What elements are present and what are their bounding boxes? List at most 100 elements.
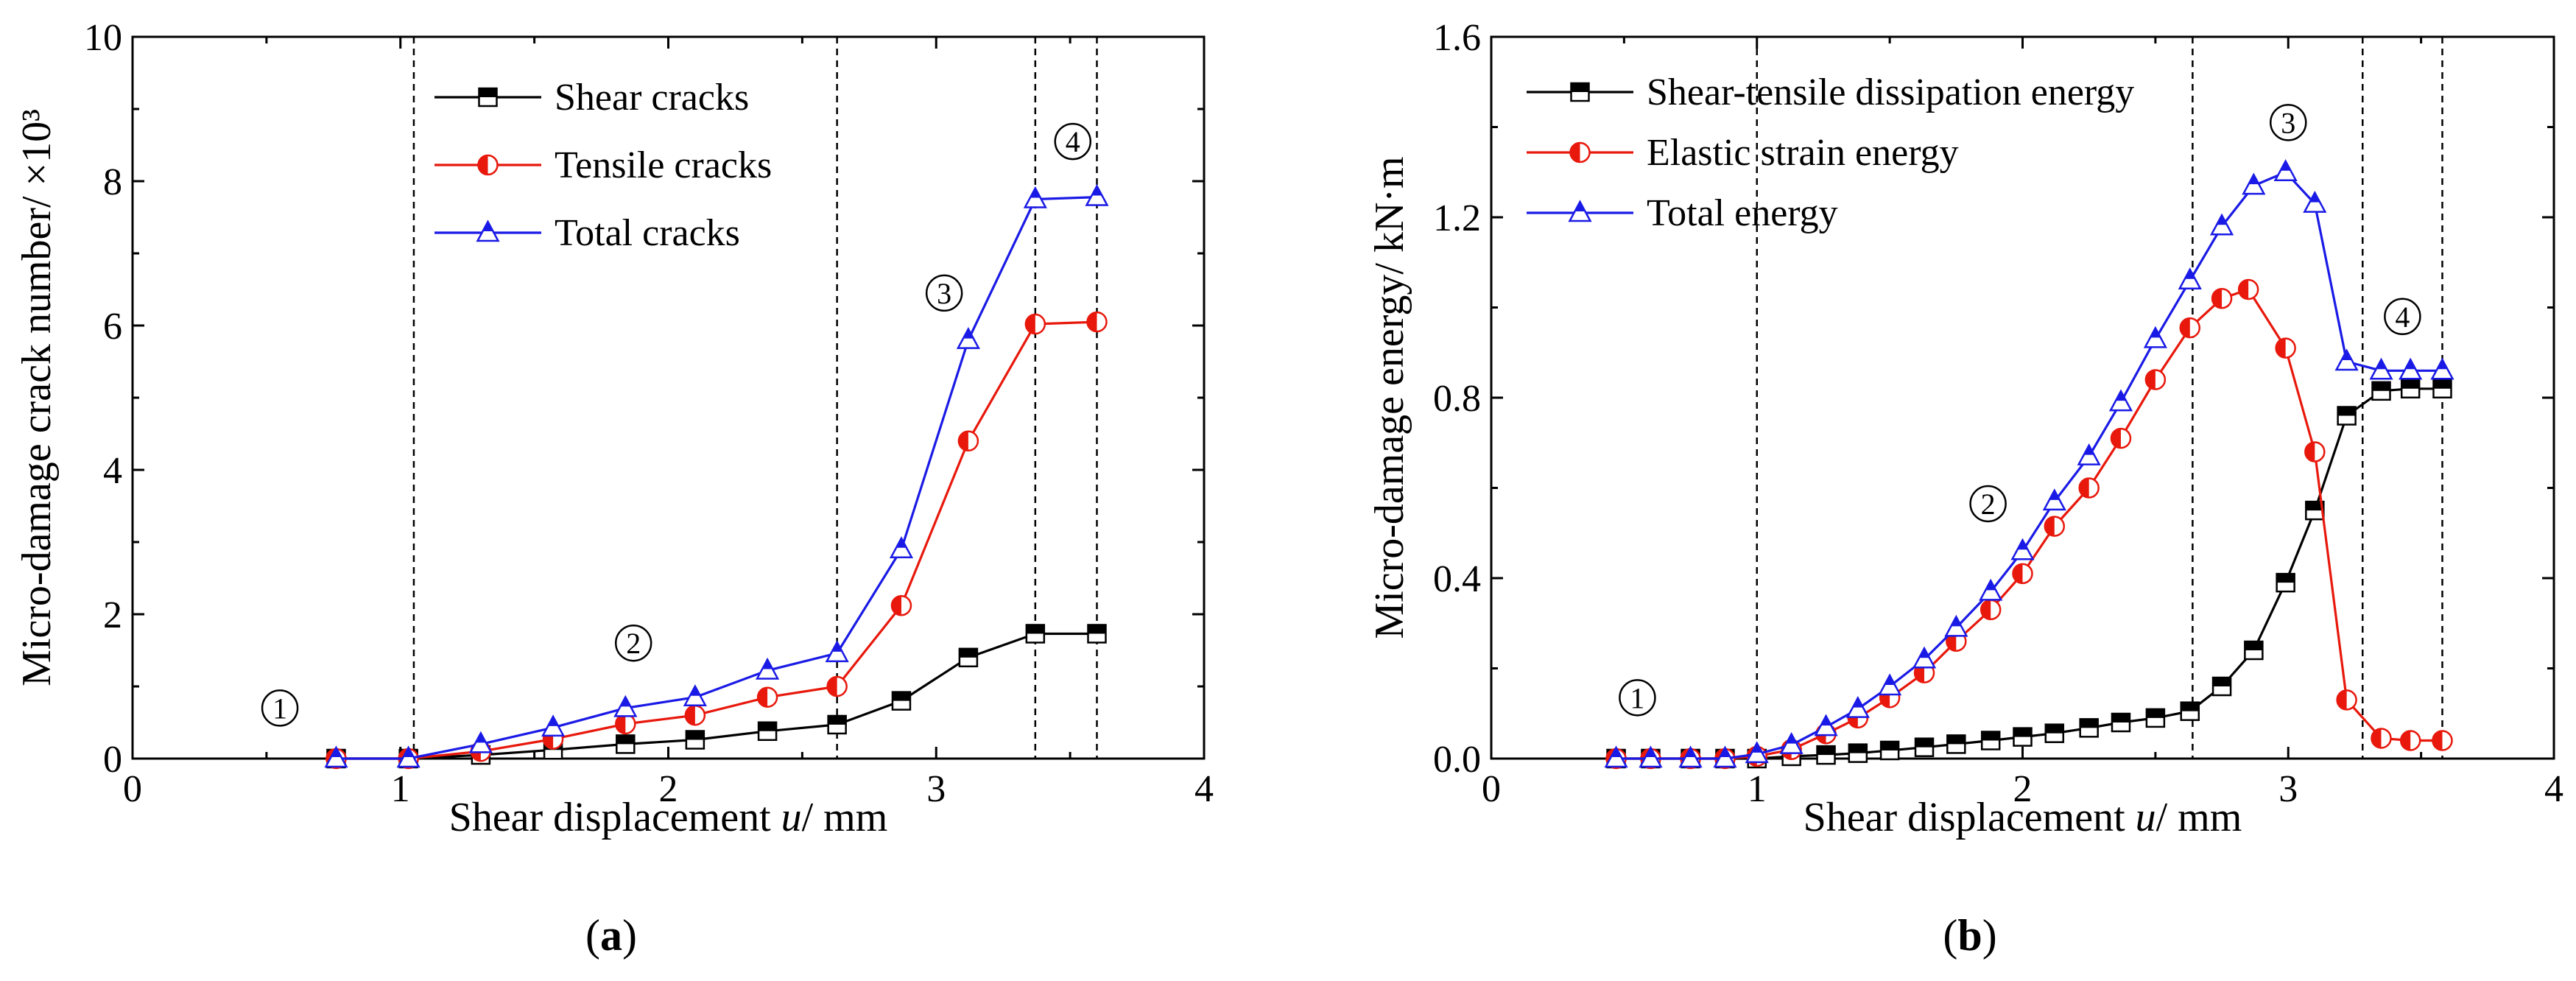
- panel-b-series-3-point: [1604, 745, 1628, 768]
- svg-text:3: 3: [937, 277, 951, 310]
- panel-b-x-tick-label: 0: [1482, 768, 1501, 810]
- panel-b-series-3-point: [2242, 172, 2266, 195]
- panel-b-series-1-point: [2044, 723, 2065, 743]
- panel-b-series-1-point: [2337, 406, 2357, 426]
- panel-a-y-axis-title: Micro-damage crack number/ ×10³: [14, 109, 60, 686]
- panel-a-series-2-point: [957, 430, 979, 452]
- svg-text:1: 1: [1630, 681, 1644, 714]
- svg-text:4: 4: [1066, 125, 1080, 158]
- panel-b-y-tick-label: 0.8: [1433, 378, 1481, 420]
- panel-a-legend-item: Shear cracks: [434, 77, 749, 119]
- panel-a-x-axis-title: Shear displacement u/ mm: [449, 795, 888, 840]
- panel-b-series-2-point: [2110, 427, 2132, 449]
- panel-b-series-1-point: [1816, 745, 1836, 765]
- panel-a-series-3-point: [956, 326, 980, 349]
- panel-b-series-3-point: [2369, 357, 2393, 380]
- panel-b-series-2-point: [2211, 288, 2233, 309]
- panel-b-y-tick-label: 1.2: [1433, 197, 1481, 239]
- panel-a-series-3-point: [1085, 183, 1109, 206]
- panel-a-x-tick-label: 0: [123, 768, 142, 810]
- panel-a-series-1-point: [685, 730, 705, 750]
- panel-a-series-3-point: [683, 684, 707, 706]
- svg-text:1: 1: [272, 692, 287, 725]
- panel-b-legend-item: Shear-tensile dissipation energy: [1527, 71, 2134, 113]
- panel-a-x-tick-label: 1: [391, 768, 410, 810]
- svg-text:2: 2: [1981, 488, 1996, 521]
- panel-b-series-2-point: [2237, 278, 2259, 300]
- panel-b-series-3-point: [1878, 673, 1902, 696]
- panel-b-series-3-point: [2010, 538, 2035, 560]
- panel-b-series-3-point: [2399, 357, 2423, 380]
- panel-a-series-1-point: [891, 691, 912, 711]
- panel-b-phase-label: 1: [1619, 679, 1656, 717]
- panel-b-series-3-point: [1814, 714, 1838, 736]
- panel-a-series-3-point: [468, 731, 493, 753]
- panel-a-y-tick-label: 4: [103, 450, 122, 492]
- panel-a-series-line-2: [336, 320, 1097, 760]
- panel-a-y-tick-label: 0: [103, 739, 122, 781]
- panel-b-legend-marker: [1568, 200, 1592, 222]
- panel-b-series-1-point: [2013, 727, 2033, 747]
- panel-a-series-3-point: [1023, 186, 1047, 208]
- panel-a-series-2-point: [684, 704, 706, 726]
- panel-b-phase-label: 4: [2384, 298, 2421, 335]
- panel-b-x-tick-label: 2: [2013, 768, 2033, 810]
- panel-b-series-2-point: [1979, 599, 2002, 621]
- svg-text:4: 4: [2395, 300, 2410, 334]
- panel-b-legend-label: Shear-tensile dissipation energy: [1647, 71, 2134, 113]
- panel-a-legend-marker: [478, 87, 498, 108]
- panel-a-series-2-point: [890, 594, 912, 616]
- panel-b-series-line-2: [1616, 288, 2443, 760]
- panel-b-series-3-point: [2273, 159, 2298, 181]
- panel-b-x-tick-label: 4: [2544, 768, 2563, 810]
- panel-b-series-3-point: [2108, 389, 2133, 412]
- panel-b-series-1-point: [2211, 676, 2232, 697]
- panel-a-series-2-point: [1086, 311, 1108, 333]
- panel-b-caption: (b): [1943, 911, 1996, 960]
- panel-b-series-1-point: [2180, 701, 2200, 721]
- panel-b-series-2-point: [2179, 317, 2201, 339]
- panel-b-chart: 0 1 2 3 4 0.0 0.4 0.8 1.2 1.6 Shear displacement u…: [1367, 17, 2563, 960]
- panel-b-series-1-point: [2244, 640, 2264, 661]
- panel-b-y-tick-label: 0.4: [1433, 558, 1481, 600]
- panel-b-series-1-point: [2276, 572, 2295, 593]
- panel-a-series-1-point: [1087, 624, 1107, 644]
- panel-b-series-2-point: [2432, 730, 2453, 751]
- panel-a-series-1-point: [827, 714, 847, 735]
- panel-b-series-3-point: [2143, 326, 2167, 348]
- panel-a-legend-label: Shear cracks: [555, 77, 749, 119]
- panel-a-x-tick-label: 3: [926, 768, 946, 810]
- panel-a-series-2-point: [615, 713, 636, 735]
- panel-a-series-1-point: [616, 734, 636, 754]
- panel-a-y-tick-label: 6: [103, 306, 122, 348]
- panel-a-phase-label: 3: [925, 274, 963, 312]
- panel-a-x-tick-label: 2: [659, 768, 678, 810]
- panel-b-phase-label: 3: [2270, 104, 2307, 141]
- panel-a-caption: (a): [585, 911, 637, 960]
- panel-b-series-3-point: [1845, 695, 1870, 718]
- panel-a-legend-item: Tensile cracks: [434, 144, 772, 186]
- panel-b-series-3-point: [2303, 190, 2327, 213]
- panel-b-series-2-point: [2078, 477, 2100, 499]
- panel-b-series-2-point: [2371, 728, 2392, 749]
- panel-b-series-1-point: [2432, 379, 2452, 398]
- panel-b-series-1-point: [2079, 718, 2099, 738]
- panel-b-series-3-point: [2430, 357, 2454, 380]
- panel-a-series-1-point: [958, 647, 979, 668]
- panel-b-x-tick-label: 3: [2278, 768, 2298, 810]
- panel-a-series-2-point: [756, 686, 778, 708]
- panel-a-legend-marker: [476, 219, 500, 242]
- panel-b-series-3-point: [1944, 614, 1968, 637]
- panel-b-legend-item: Elastic strain energy: [1527, 132, 1959, 174]
- panel-a-legend-label: Total cracks: [555, 212, 740, 254]
- panel-b-y-tick-label: 1.6: [1433, 17, 1481, 59]
- panel-a-legend-label: Tensile cracks: [555, 144, 772, 186]
- panel-a-series-2-point: [826, 675, 848, 697]
- panel-b-x-tick-label: 1: [1748, 768, 1767, 810]
- panel-b-series-3-point: [1713, 745, 1737, 768]
- panel-a-legend-item: Total cracks: [434, 212, 740, 254]
- panel-b-series-1-point: [2305, 500, 2325, 521]
- panel-a-series-1-point: [757, 721, 778, 742]
- panel-b-series-2-point: [2144, 369, 2167, 390]
